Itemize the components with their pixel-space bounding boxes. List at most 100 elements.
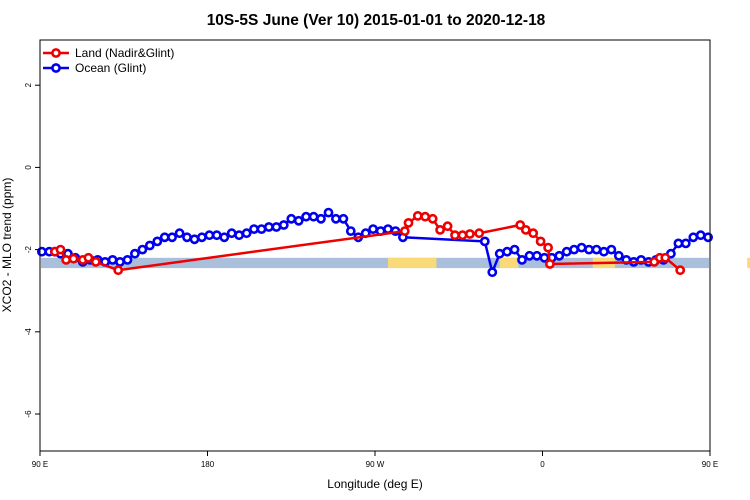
y-tick-label: 0: [24, 165, 33, 170]
data-point: [61, 254, 71, 265]
data-point: [412, 210, 423, 221]
data-point: [509, 244, 520, 255]
sea-band: [41, 257, 709, 269]
legend-item-1: Ocean (Glint): [43, 61, 146, 75]
data-point: [286, 213, 297, 224]
data-point: [599, 246, 609, 257]
data-point: [457, 230, 468, 241]
data-point: [68, 253, 79, 264]
data-point: [487, 267, 498, 278]
data-point: [474, 228, 485, 239]
legend-label: Land (Nadir&Glint): [75, 46, 174, 60]
data-point: [316, 213, 326, 224]
data-point: [278, 220, 289, 230]
data-point: [368, 224, 378, 234]
data-point: [675, 265, 686, 276]
data-point: [703, 232, 713, 243]
x-tick-label: 0: [540, 460, 545, 469]
data-point: [680, 238, 691, 249]
data-point: [129, 248, 140, 259]
data-point: [115, 256, 125, 267]
data-point: [576, 242, 587, 253]
y-tick-label: -6: [24, 410, 33, 418]
data-point: [107, 254, 118, 265]
data-point: [219, 232, 230, 243]
data-point: [113, 265, 124, 276]
data-point: [399, 226, 410, 236]
y-axis-label: XCO2 - MLO trend (ppm): [0, 178, 14, 313]
data-point: [249, 224, 259, 234]
data-point: [584, 244, 594, 255]
data-point: [520, 224, 531, 235]
data-point: [271, 222, 282, 232]
x-tick-label: 90 E: [702, 460, 718, 469]
data-point: [403, 217, 414, 228]
legend-marker: [51, 63, 61, 73]
data-point: [606, 244, 617, 255]
x-axis-label: Longitude (deg E): [327, 477, 422, 491]
data-point: [189, 234, 200, 245]
data-point: [234, 230, 244, 241]
data-point: [167, 232, 177, 243]
data-point: [464, 229, 475, 239]
data-point: [226, 228, 237, 239]
data-point: [152, 236, 163, 247]
data-point: [554, 250, 565, 261]
data-point: [137, 244, 148, 255]
x-tick-label: 90 E: [32, 460, 48, 469]
data-point: [435, 224, 445, 235]
data-point: [535, 236, 546, 247]
data-point: [293, 215, 304, 226]
data-point: [263, 222, 274, 232]
data-point: [517, 254, 527, 265]
data-point: [174, 228, 185, 239]
data-point: [196, 232, 207, 243]
land-band-1: [499, 257, 519, 269]
legend-item-0: Land (Nadir&Glint): [43, 46, 174, 60]
data-point: [479, 236, 490, 247]
data-point: [301, 211, 311, 222]
x-tick-label: 180: [201, 460, 215, 469]
data-point: [532, 250, 542, 261]
data-point: [211, 230, 222, 241]
data-point: [83, 252, 94, 263]
data-point: [545, 259, 555, 269]
legend-marker: [51, 48, 61, 58]
data-point: [543, 242, 553, 253]
data-point: [502, 246, 512, 257]
data-point: [515, 220, 526, 230]
data-point: [442, 221, 453, 232]
data-point: [330, 213, 341, 224]
data-point: [144, 240, 155, 251]
data-point: [613, 250, 624, 261]
data-point: [55, 244, 66, 255]
data-point: [660, 252, 671, 263]
legend-label: Ocean (Glint): [75, 61, 146, 75]
data-point: [122, 254, 133, 265]
series-layer: [37, 207, 713, 278]
data-point: [427, 213, 438, 224]
data-point: [383, 224, 393, 234]
data-point: [323, 207, 334, 218]
data-point: [90, 256, 101, 267]
data-point: [338, 213, 349, 224]
y-axis: 2 0 -2 -4 -6: [24, 82, 40, 418]
x-axis: 90 E 180 90 W 0 90 E: [32, 451, 718, 469]
data-point: [241, 228, 252, 239]
data-point: [569, 244, 579, 255]
data-point: [528, 228, 539, 239]
land-band-3: [747, 257, 750, 269]
y-tick-label: 2: [24, 82, 33, 87]
data-point: [345, 226, 356, 236]
data-point: [450, 230, 460, 241]
y-tick-label: -2: [24, 246, 33, 254]
y-tick-label: -4: [24, 328, 33, 336]
series-0: [50, 210, 686, 276]
data-point: [182, 232, 192, 243]
x-tick-label: 90 W: [366, 460, 385, 469]
legend: Land (Nadir&Glint)Ocean (Glint): [43, 46, 174, 75]
chart-title: 10S-5S June (Ver 10) 2015-01-01 to 2020-…: [207, 12, 546, 29]
land-band-0: [388, 257, 437, 269]
data-point: [420, 211, 431, 222]
